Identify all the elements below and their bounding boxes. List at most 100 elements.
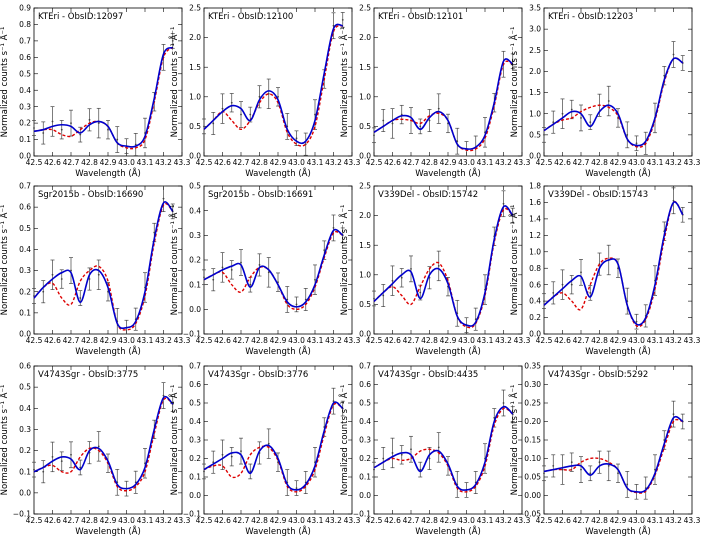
data-point xyxy=(249,470,252,473)
data-point xyxy=(203,125,205,128)
y-axis-label: Normalized counts s⁻¹ Å⁻¹ xyxy=(508,205,520,316)
data-point xyxy=(258,95,261,98)
y-axis-label: Normalized counts s⁻¹ Å⁻¹ xyxy=(0,385,10,496)
y-tick-label: 2.0 xyxy=(189,33,201,42)
data-point xyxy=(437,265,440,267)
x-tick-label: 43.0 xyxy=(628,158,645,167)
data-point xyxy=(60,128,63,131)
x-tick-label: 43.3 xyxy=(514,158,531,167)
data-point xyxy=(60,278,63,280)
data-point xyxy=(373,468,375,471)
x-axis-label: Wavelength (Å) xyxy=(245,525,311,537)
data-point xyxy=(672,53,675,56)
y-tick-label: 1.4 xyxy=(529,214,541,223)
model-line xyxy=(373,205,514,327)
data-point xyxy=(249,113,252,116)
y-tick-label: 0.5 xyxy=(189,182,201,191)
x-tick-label: 42.5 xyxy=(366,158,383,167)
y-tick-label: 0.0 xyxy=(529,330,541,339)
x-tick-label: 42.8 xyxy=(421,336,438,345)
y-tick-label: 0.5 xyxy=(189,399,201,408)
y-tick-label: 1.0 xyxy=(189,92,201,101)
model-line xyxy=(543,57,684,147)
x-tick-label: 43.2 xyxy=(325,158,342,167)
x-tick-label: 43.3 xyxy=(514,516,531,525)
data-point xyxy=(580,117,582,119)
y-tick-label: 0.5 xyxy=(359,399,371,408)
data-point xyxy=(42,290,45,293)
y-tick-label: 2.5 xyxy=(529,46,541,55)
data-point xyxy=(373,134,375,137)
x-tick-label: 42.8 xyxy=(421,158,438,167)
y-tick-label: 2.0 xyxy=(359,211,371,220)
x-tick-label: 43.1 xyxy=(137,158,154,167)
data-point xyxy=(635,142,638,145)
x-axis-label: Wavelength (Å) xyxy=(75,525,141,537)
x-tick-label: 43.1 xyxy=(647,516,664,525)
plot-frame xyxy=(373,185,523,335)
plot-frame xyxy=(543,7,693,157)
panel-title: V4743Sgr - ObsID:3775 xyxy=(38,370,138,380)
y-tick-label: 0.3 xyxy=(19,425,31,434)
data-point xyxy=(382,294,385,297)
absorption-model-line xyxy=(33,46,174,150)
absorption-model-line xyxy=(203,402,344,493)
y-axis-label: Normalized counts s⁻¹ Å⁻¹ xyxy=(338,27,350,138)
panel-title: V339Del - ObsID:15742 xyxy=(378,190,478,200)
absorption-model-line xyxy=(543,201,684,328)
data-point xyxy=(341,18,344,21)
panel-6: 42.5 42.6 42.7 42.8 42.9 43.0 43.1 43.2 43.3−0.1… xyxy=(168,182,361,357)
y-tick-label: 0.0 xyxy=(19,488,31,497)
y-axis-label: Normalized counts s⁻¹ Å⁻¹ xyxy=(168,27,180,138)
y-tick-label: 0.2 xyxy=(359,454,371,463)
absorption-model-line xyxy=(33,397,174,492)
x-tick-label: 43.3 xyxy=(684,158,701,167)
y-tick-label: 0.35 xyxy=(524,362,541,371)
panel-10: 42.5 42.6 42.7 42.8 42.9 43.0 43.1 43.2 43.3−0.1… xyxy=(168,362,361,537)
data-point xyxy=(580,271,582,274)
data-point xyxy=(314,113,316,116)
x-axis-label: Wavelength (Å) xyxy=(245,345,311,357)
x-tick-label: 42.9 xyxy=(270,158,287,167)
panel-title: V4743Sgr - ObsID:3776 xyxy=(208,370,308,380)
y-tick-label: 0.2 xyxy=(189,256,201,265)
data-point xyxy=(419,125,422,128)
x-tick-label: 43.2 xyxy=(155,336,172,345)
model-line xyxy=(373,58,514,150)
model-line xyxy=(33,201,174,330)
x-tick-label: 43.0 xyxy=(458,158,475,167)
x-axis-label: Wavelength (Å) xyxy=(585,345,651,357)
y-tick-label: −0.1 xyxy=(13,510,31,519)
data-point xyxy=(70,453,72,456)
x-axis-label: Wavelength (Å) xyxy=(245,167,311,179)
panel-title: KTEri - ObsID:12101 xyxy=(378,12,463,22)
x-tick-label: 43.2 xyxy=(665,336,682,345)
x-tick-label: 42.9 xyxy=(440,516,457,525)
x-tick-label: 42.6 xyxy=(44,158,61,167)
y-tick-label: 0.25 xyxy=(524,399,541,408)
absorption-model-line xyxy=(543,57,684,148)
y-tick-label: 0.7 xyxy=(19,36,31,45)
data-point xyxy=(617,472,619,475)
x-tick-label: 42.7 xyxy=(63,336,80,345)
x-axis-label: Wavelength (Å) xyxy=(415,525,481,537)
y-axis-label: Normalized counts s⁻¹ Å⁻¹ xyxy=(168,385,180,496)
y-tick-label: 2.5 xyxy=(359,4,371,13)
panel-title: KTEri - ObsID:12203 xyxy=(548,12,633,22)
x-tick-label: 42.7 xyxy=(63,158,80,167)
panel-12: 42.5 42.6 42.7 42.8 42.9 43.0 43.1 43.2 43.3−0.0… xyxy=(508,362,701,537)
panel-1: 42.5 42.6 42.7 42.8 42.9 43.0 43.1 43.2 43.3 0.0 0… xyxy=(0,4,191,179)
model-line xyxy=(203,401,344,491)
y-tick-label: 0.10 xyxy=(524,454,541,463)
x-tick-label: 42.5 xyxy=(366,336,383,345)
absorption-model-line xyxy=(373,207,514,329)
x-tick-label: 42.5 xyxy=(26,158,43,167)
data-point xyxy=(97,445,100,448)
y-tick-label: 0.0 xyxy=(189,491,201,500)
panel-title: KTEri - ObsID:12097 xyxy=(38,12,123,22)
data-point xyxy=(267,442,270,445)
x-axis-label: Wavelength (Å) xyxy=(585,525,651,537)
plot-frame xyxy=(33,365,183,515)
absorption-model-line xyxy=(203,230,344,311)
data-point xyxy=(79,466,82,469)
